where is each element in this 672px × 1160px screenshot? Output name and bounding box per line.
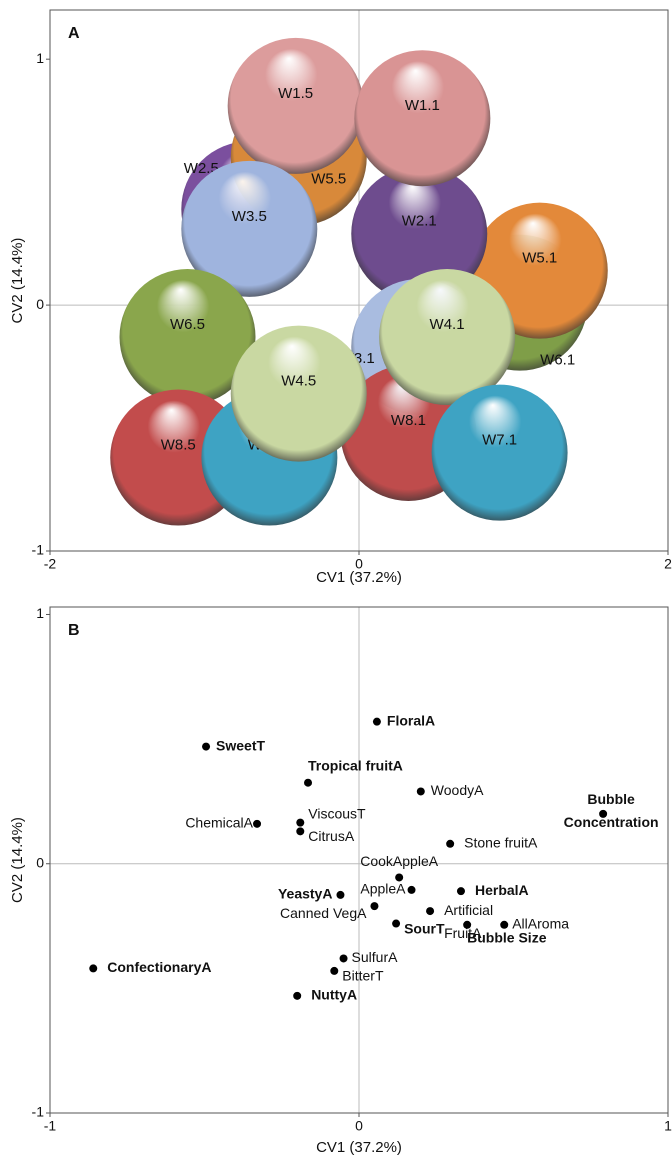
point-label: SulfurA	[352, 949, 399, 965]
panel: FloralA SweetT Tropical fruitA WoodyA Chemic…	[9, 605, 672, 1156]
point	[336, 891, 344, 899]
bubble-label: W7.1	[482, 432, 517, 449]
point	[304, 779, 312, 787]
point-label: SweetT	[216, 737, 265, 753]
bubble-label: W5.5	[311, 171, 346, 188]
label-line: Concentration	[564, 814, 659, 830]
x-axis-title: CV1 (37.2%)	[316, 1139, 402, 1156]
bubble-label: W8.5	[161, 437, 196, 454]
point	[463, 921, 471, 929]
point-label: NuttyA	[311, 987, 357, 1003]
point	[293, 992, 301, 1000]
bubble-label: W4.1	[430, 316, 465, 333]
point-label: YeastyA	[278, 886, 332, 902]
bubble-label: W6.1	[540, 352, 575, 369]
point	[370, 902, 378, 910]
bubble	[432, 385, 568, 521]
point-label: Bubble Size	[467, 930, 547, 946]
point	[500, 921, 508, 929]
point	[417, 787, 425, 795]
y-tick-label: 1	[36, 605, 44, 621]
point	[408, 886, 416, 894]
point	[253, 820, 261, 828]
chart-page: W2.5W5.5W1.5W3.5W6.1W5.1W2.1W1.1W3.1W6.5…	[0, 0, 672, 1160]
x-tick-label: 2	[664, 556, 672, 572]
label-line: Bubble	[587, 791, 635, 807]
point-label: AppleA	[360, 881, 406, 897]
point	[296, 819, 304, 827]
bubble-label: W1.5	[278, 85, 313, 102]
bubble-label: W4.5	[281, 373, 316, 390]
point-label: CookAppleA	[360, 853, 438, 869]
y-tick-label: 0	[36, 296, 44, 312]
point	[202, 743, 210, 751]
x-tick-label: -1	[44, 1118, 57, 1134]
point-label: ConfectionaryA	[107, 959, 211, 975]
y-tick-label: -1	[32, 542, 45, 558]
point-label: ViscousT	[308, 805, 366, 821]
x-tick-label: -2	[44, 556, 57, 572]
bubble	[228, 38, 364, 174]
point-label: BitterT	[342, 968, 384, 984]
x-axis-title: CV1 (37.2%)	[316, 569, 402, 586]
label-line: Artificial	[444, 902, 493, 918]
point-label: Bubble Concentration	[564, 791, 659, 830]
bubble-label: W8.1	[391, 412, 426, 429]
point	[89, 964, 97, 972]
point	[340, 954, 348, 962]
y-tick-label: 1	[36, 50, 44, 66]
point-label: Stone fruitA	[464, 835, 538, 851]
point-label: SourT	[404, 920, 445, 936]
point	[446, 840, 454, 848]
panel: W2.5W5.5W1.5W3.5W6.1W5.1W2.1W1.1W3.1W6.5…	[9, 10, 672, 586]
x-tick-label: 0	[355, 1118, 363, 1134]
panel-title: A	[68, 25, 80, 42]
point-label: Canned VegA	[280, 905, 367, 921]
point-label: Tropical fruitA	[308, 757, 403, 773]
panel-title: B	[68, 622, 80, 639]
point	[330, 967, 338, 975]
bubble	[379, 269, 515, 405]
y-tick-label: 0	[36, 854, 44, 870]
bubble-label: W1.1	[405, 97, 440, 114]
bubble-label: W6.5	[170, 316, 205, 333]
point-label: FloralA	[387, 712, 435, 728]
point	[296, 827, 304, 835]
point	[426, 907, 434, 915]
x-tick-label: 1	[664, 1118, 672, 1134]
y-tick-label: -1	[32, 1104, 45, 1120]
bubble-label: W2.1	[402, 213, 437, 230]
point-label: AllAroma	[512, 916, 569, 932]
bubble	[231, 326, 367, 462]
point	[392, 920, 400, 928]
point-label: CitrusA	[308, 828, 355, 844]
point-label: WoodyA	[431, 782, 484, 798]
y-axis-title: CV2 (14.4%)	[9, 238, 26, 324]
bubble-label: W5.1	[522, 250, 557, 267]
point-label: HerbalA	[475, 882, 529, 898]
bubble	[354, 50, 490, 186]
bubble-label: W3.5	[232, 208, 267, 225]
y-axis-title: CV2 (14.4%)	[9, 817, 26, 903]
point	[373, 718, 381, 726]
point-label: ChemicalA	[185, 815, 253, 831]
point	[457, 887, 465, 895]
